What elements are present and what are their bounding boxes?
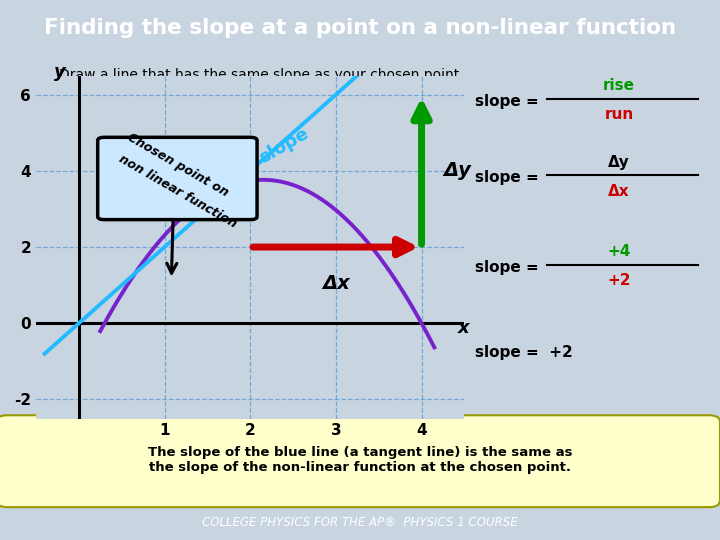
FancyBboxPatch shape [98, 137, 257, 220]
Text: Δy: Δy [443, 161, 471, 180]
Text: The slope of the blue line (a tangent line) is the same as
the slope of the non-: The slope of the blue line (a tangent li… [148, 446, 572, 474]
Text: +2: +2 [608, 273, 631, 288]
Text: Finding the slope at a point on a non-linear function: Finding the slope at a point on a non-li… [44, 18, 676, 38]
Text: y: y [54, 63, 66, 82]
Text: rise: rise [603, 78, 635, 93]
FancyBboxPatch shape [0, 415, 720, 507]
Text: Δy: Δy [608, 154, 630, 170]
Text: +4: +4 [608, 244, 631, 259]
Text: COLLEGE PHYSICS FOR THE AP®  PHYSICS 1 COURSE: COLLEGE PHYSICS FOR THE AP® PHYSICS 1 CO… [202, 516, 518, 529]
Text: Δx: Δx [608, 184, 630, 199]
Text: on the curved graph.: on the curved graph. [186, 86, 332, 100]
Text: run: run [605, 107, 634, 123]
Text: Δx: Δx [322, 274, 350, 293]
Text: slope: slope [256, 124, 312, 167]
Text: Chosen point on: Chosen point on [125, 131, 230, 199]
Text: slope =: slope = [475, 260, 544, 275]
Text: slope =: slope = [475, 94, 544, 109]
Text: non linear function: non linear function [116, 153, 238, 231]
Text: slope =  +2: slope = +2 [475, 345, 573, 360]
Text: x: x [457, 319, 469, 337]
Text: slope =: slope = [475, 170, 544, 185]
Text: Draw a line that has the same slope as your chosen point: Draw a line that has the same slope as y… [59, 68, 459, 82]
